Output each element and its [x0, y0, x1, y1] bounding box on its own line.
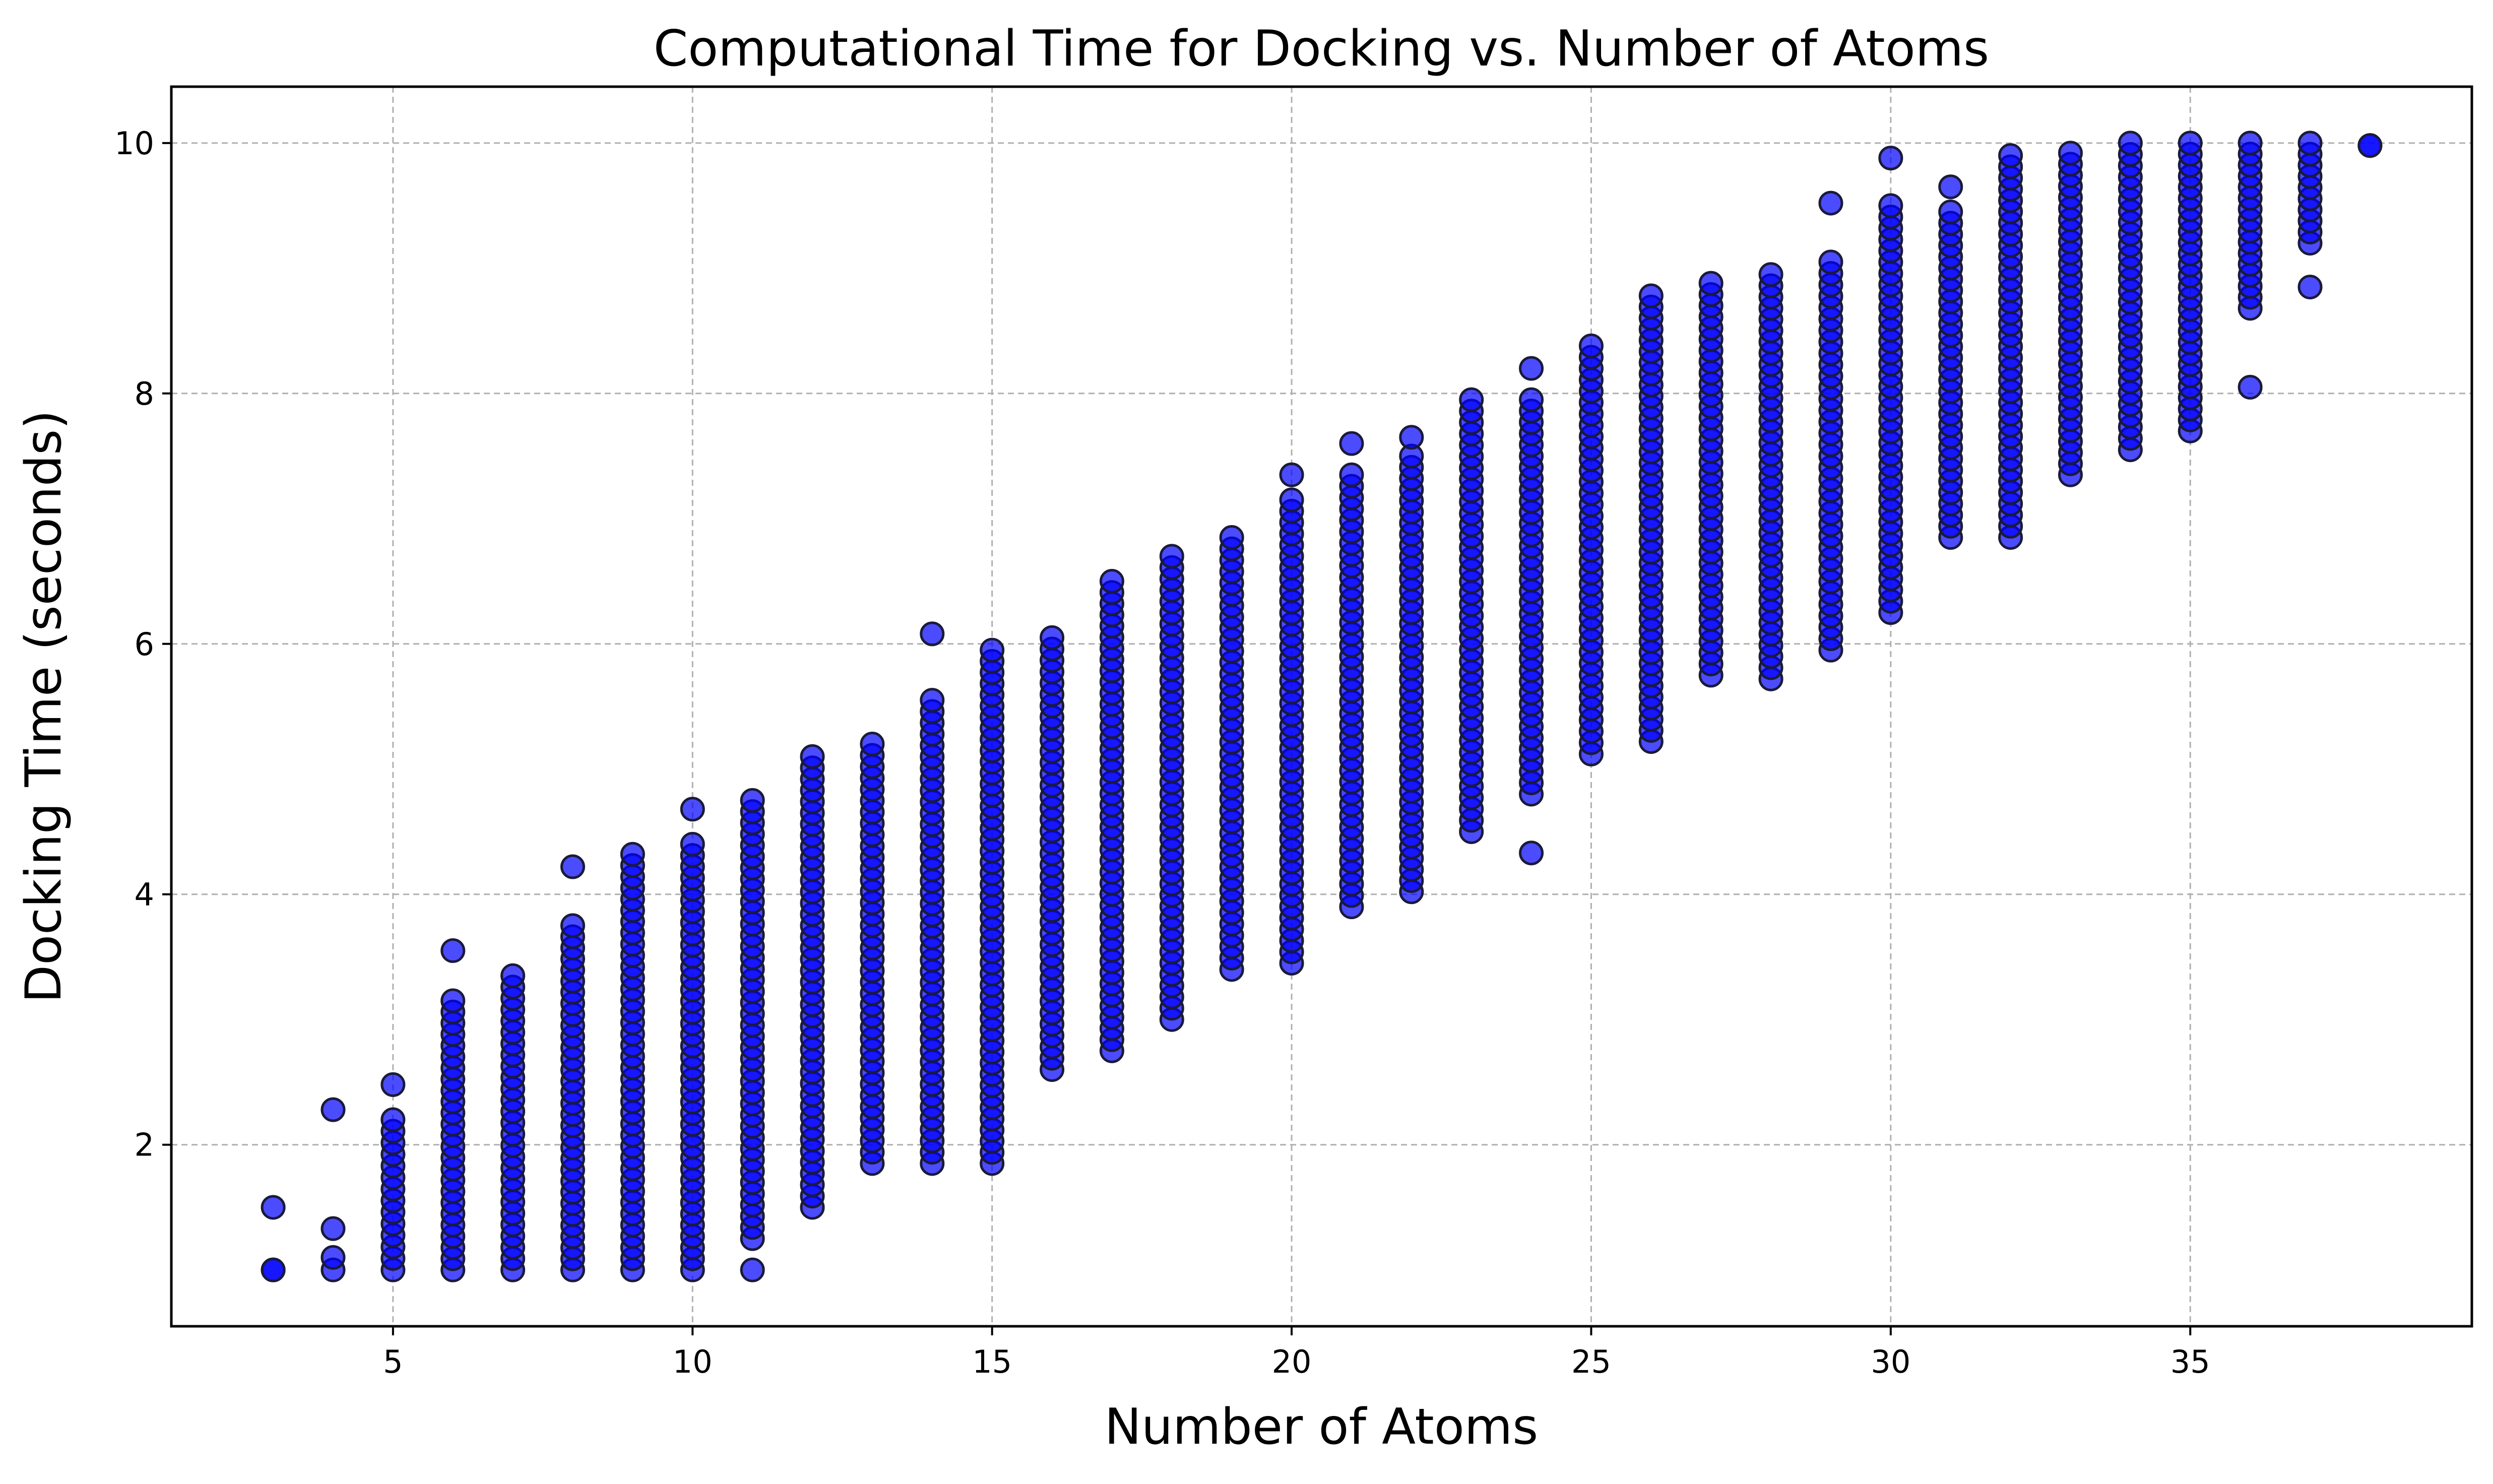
data-point-outlier — [321, 1097, 346, 1122]
data-point — [560, 913, 585, 938]
data-point-outlier — [1279, 462, 1304, 487]
data-point — [1638, 283, 1664, 308]
data-point — [380, 1107, 406, 1132]
data-points — [261, 131, 2383, 1282]
data-point — [1519, 387, 1544, 412]
data-point — [2238, 131, 2263, 156]
data-point-outlier — [920, 621, 945, 647]
data-point-outlier — [2297, 275, 2323, 300]
data-point — [2357, 133, 2383, 158]
y-axis-label: Docking Time (seconds) — [15, 410, 73, 1003]
x-tick-label: 35 — [2170, 1343, 2210, 1380]
data-point-outlier — [2238, 374, 2263, 400]
x-tick-label: 20 — [1272, 1343, 1312, 1380]
data-point-outlier — [1878, 146, 1903, 171]
y-tick-label: 4 — [135, 876, 154, 913]
data-point — [261, 1257, 286, 1282]
plot-frame — [170, 85, 2473, 1328]
data-point — [2118, 131, 2143, 156]
data-point — [1878, 193, 1903, 218]
data-point — [2297, 131, 2323, 156]
data-point — [1279, 487, 1304, 512]
data-point — [1339, 462, 1364, 487]
data-point — [440, 988, 466, 1013]
data-point — [1459, 387, 1484, 412]
y-tick-label: 8 — [135, 375, 154, 412]
data-point — [1578, 333, 1604, 358]
data-point-outlier — [1399, 425, 1424, 450]
data-point-outlier — [380, 1072, 406, 1097]
data-point — [920, 688, 945, 713]
x-tick-label: 10 — [673, 1343, 713, 1380]
data-point-outlier — [1519, 841, 1544, 866]
data-point — [1758, 262, 1783, 287]
data-point — [680, 831, 705, 857]
data-point-outlier — [560, 854, 585, 879]
data-point — [2058, 141, 2083, 166]
data-point — [1998, 143, 2023, 168]
y-tick-label: 2 — [135, 1127, 154, 1164]
data-point-outlier — [1339, 431, 1364, 456]
data-point — [740, 788, 765, 813]
data-point — [1040, 625, 1065, 650]
data-point — [800, 744, 825, 769]
data-point — [321, 1245, 346, 1270]
data-point — [1698, 271, 1723, 296]
data-point-outlier — [321, 1216, 346, 1241]
chart-title: Computational Time for Docking vs. Numbe… — [654, 20, 1989, 78]
data-point — [1219, 525, 1244, 550]
data-point-outlier — [680, 797, 705, 822]
data-point — [500, 963, 526, 988]
data-point — [1099, 569, 1124, 594]
y-tick-label: 10 — [114, 125, 154, 162]
x-tick-label: 25 — [1571, 1343, 1611, 1380]
data-point — [1818, 249, 1843, 275]
data-point-outlier — [1519, 356, 1544, 381]
data-point — [1159, 544, 1184, 569]
data-point — [1938, 199, 1963, 224]
data-point-outlier — [1938, 174, 1963, 200]
y-tick-label: 6 — [135, 626, 154, 663]
data-point — [980, 637, 1005, 663]
x-axis-label: Number of Atoms — [1105, 1398, 1539, 1456]
data-point-outlier — [740, 1257, 765, 1282]
x-axis-ticks: 5 10 15 20 25 30 35 — [383, 1326, 2210, 1380]
data-point — [620, 842, 645, 867]
x-tick-label: 5 — [383, 1343, 403, 1380]
y-axis-ticks: 2 4 6 8 10 — [114, 125, 171, 1164]
data-point — [2178, 131, 2203, 156]
data-point-outlier — [261, 1195, 286, 1220]
x-tick-label: 30 — [1871, 1343, 1910, 1380]
data-point-outlier — [440, 938, 466, 963]
x-tick-label: 15 — [972, 1343, 1012, 1380]
data-point-outlier — [1818, 190, 1843, 216]
data-point — [860, 732, 885, 757]
